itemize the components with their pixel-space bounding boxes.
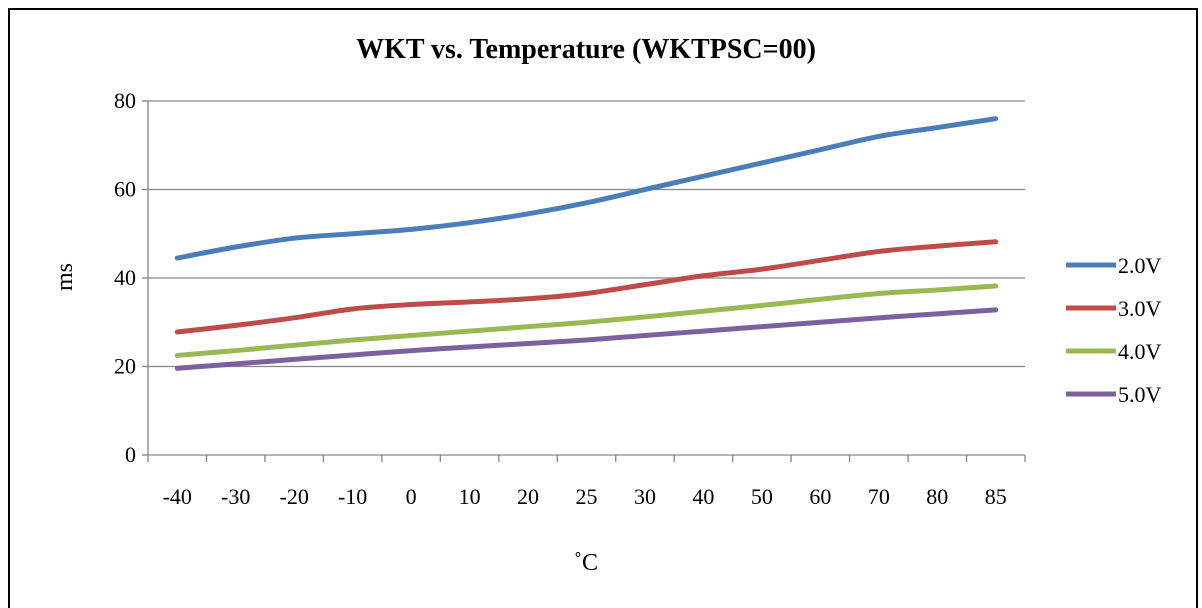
x-axis-title: ˚C bbox=[574, 550, 598, 576]
x-tick-label: -40 bbox=[163, 484, 192, 509]
y-tick-labels: 0 20 40 60 80 bbox=[114, 88, 136, 467]
chart-frame bbox=[8, 8, 1198, 608]
y-tick-label: 60 bbox=[114, 177, 136, 202]
chart-title: WKT vs. Temperature (WKTPSC=00) bbox=[356, 34, 816, 65]
y-tick-label: 0 bbox=[125, 442, 136, 467]
x-tick-label: 0 bbox=[406, 484, 417, 509]
x-tick-label: 20 bbox=[517, 484, 539, 509]
x-tick-label: 60 bbox=[809, 484, 831, 509]
x-tick-label: 30 bbox=[634, 484, 656, 509]
x-tick-label: 40 bbox=[692, 484, 714, 509]
x-tick-label: -30 bbox=[221, 484, 250, 509]
series-line-2.0V bbox=[174, 116, 999, 261]
y-tick-label: 80 bbox=[114, 88, 136, 113]
series-line-5.0V bbox=[174, 307, 999, 371]
x-tick-label: 10 bbox=[459, 484, 481, 509]
x-tick-label: -10 bbox=[338, 484, 367, 509]
axes bbox=[142, 100, 1026, 462]
y-tick-label: 20 bbox=[114, 354, 136, 379]
y-tick-label: 40 bbox=[114, 265, 136, 290]
legend: 2.0V 3.0V 4.0V 5.0V bbox=[1066, 253, 1162, 407]
x-tick-label: 80 bbox=[926, 484, 948, 509]
series-line-3.0V bbox=[174, 239, 999, 335]
line-chart: WKT vs. Temperature (WKTPSC=00) 0 20 40 60 8… bbox=[52, 34, 1162, 576]
x-tick-label: 50 bbox=[751, 484, 773, 509]
legend-label: 4.0V bbox=[1118, 339, 1162, 364]
x-tick-label: 70 bbox=[868, 484, 890, 509]
legend-label: 2.0V bbox=[1118, 253, 1162, 278]
legend-label: 3.0V bbox=[1118, 296, 1162, 321]
series-lines bbox=[174, 116, 999, 371]
x-tick-label: 85 bbox=[985, 484, 1007, 509]
series-line-4.0V bbox=[174, 283, 999, 358]
legend-label: 5.0V bbox=[1118, 382, 1162, 407]
x-tick-label: -20 bbox=[280, 484, 309, 509]
y-axis-title: ms bbox=[52, 263, 78, 291]
gridlines bbox=[148, 100, 1025, 368]
x-tick-label: 25 bbox=[576, 484, 598, 509]
x-tick-labels: -40 -30 -20 -10 0 10 20 25 30 40 50 60 70 80 85 bbox=[163, 484, 1007, 509]
